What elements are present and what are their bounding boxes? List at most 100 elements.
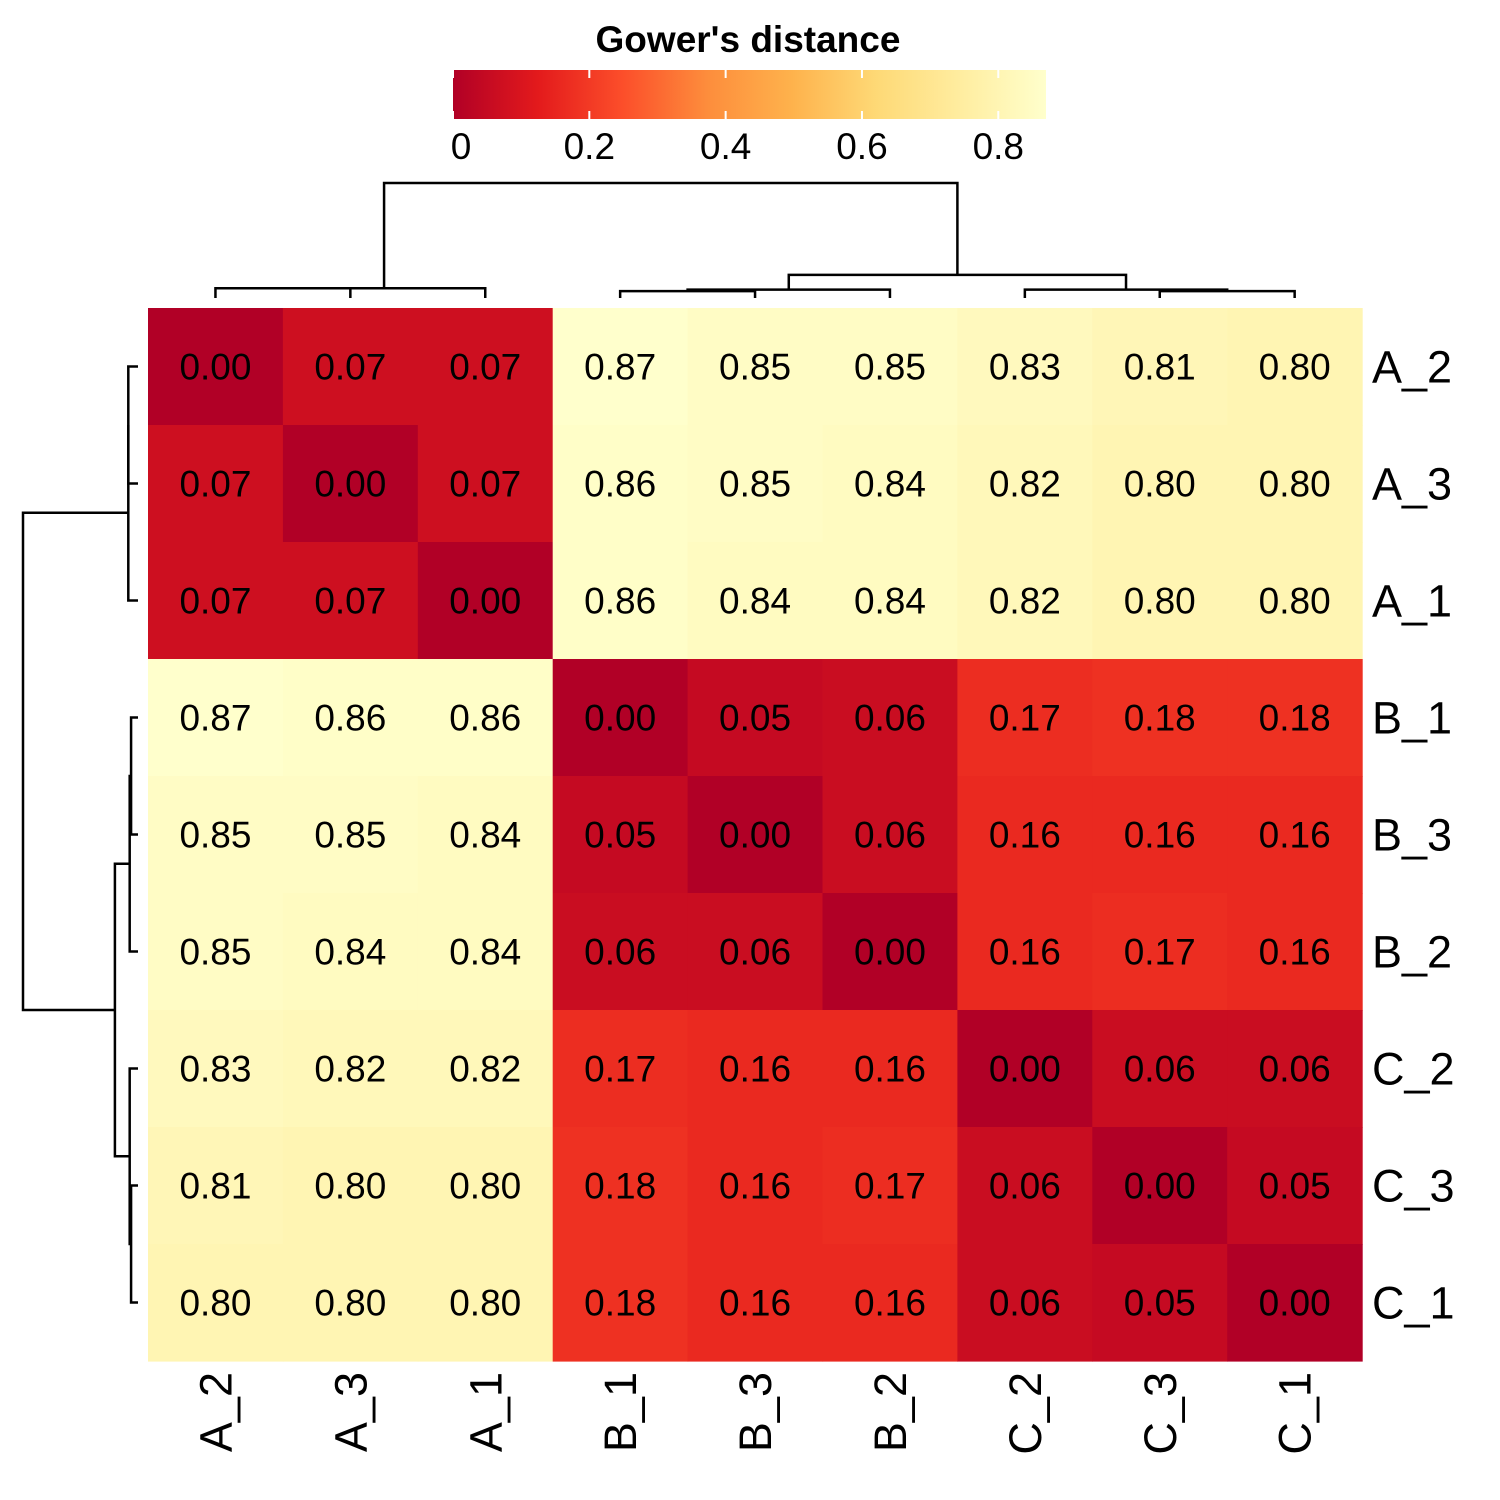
heatmap-cell <box>148 1244 284 1362</box>
heatmap-cell <box>417 1127 554 1245</box>
dendrogram-branch <box>127 425 138 602</box>
cell-value-label: 0.80 <box>449 1283 521 1324</box>
heatmap-cell-labels: 0.00 0.07 0.07 0.87 0.85 0.85 0.83 0.81 0.80 0.07… <box>179 347 1330 1324</box>
cell-value-label: 0.80 <box>1259 464 1331 505</box>
cell-value-label: 0.85 <box>179 815 251 856</box>
legend-tick-label: 0.4 <box>700 126 751 167</box>
cell-value-label: 0.16 <box>719 1049 791 1090</box>
heatmap-cell <box>822 1127 958 1245</box>
cell-value-label: 0.87 <box>584 347 656 388</box>
cell-value-label: 0.84 <box>854 464 926 505</box>
legend-tick-label: 0.2 <box>564 126 615 167</box>
heatmap-cells <box>148 308 1363 1362</box>
cell-value-label: 0.16 <box>854 1283 926 1324</box>
cell-value-label: 0.84 <box>854 581 926 622</box>
cell-value-label: 0.84 <box>449 932 521 973</box>
heatmap-cell <box>822 1244 958 1362</box>
heatmap-cell <box>1092 659 1228 777</box>
heatmap-cell <box>1092 425 1228 543</box>
column-label: A_1 <box>460 1372 511 1452</box>
heatmap-cell <box>417 1244 554 1362</box>
cell-value-label: 0.00 <box>314 464 386 505</box>
heatmap-cell <box>552 425 689 543</box>
heatmap-cell <box>957 542 1093 660</box>
cell-value-label: 0.05 <box>1259 1166 1331 1207</box>
column-label: B_2 <box>865 1372 916 1452</box>
heatmap-cell <box>148 425 284 543</box>
heatmap-cell <box>957 1010 1093 1128</box>
heatmap-cell <box>687 1010 824 1128</box>
heatmap-cell <box>282 776 419 894</box>
heatmap-cell <box>822 893 958 1011</box>
cell-value-label: 0.80 <box>1259 347 1331 388</box>
heatmap-cell <box>552 776 689 894</box>
cell-value-label: 0.16 <box>989 932 1061 973</box>
row-label: B_1 <box>1372 693 1452 744</box>
cell-value-label: 0.82 <box>989 464 1061 505</box>
dendrogram-branch <box>618 289 757 298</box>
cell-value-label: 0.80 <box>314 1166 386 1207</box>
cell-value-label: 0.07 <box>179 464 251 505</box>
cell-value-label: 0.18 <box>1124 698 1196 739</box>
heatmap-cell <box>1092 893 1228 1011</box>
color-legend: Gower's distance 0 0.2 0.4 0.6 0.8 <box>451 19 1046 167</box>
heatmap-cell <box>148 1010 284 1128</box>
cell-value-label: 0.16 <box>719 1283 791 1324</box>
cell-value-label: 0.85 <box>854 347 926 388</box>
dendrogram-branch <box>21 511 129 1012</box>
dendrogram-branch <box>129 716 138 836</box>
cell-value-label: 0.00 <box>584 698 656 739</box>
heatmap-cell <box>1227 893 1363 1011</box>
cell-value-label: 0.86 <box>314 698 386 739</box>
dendrogram-branch <box>128 1067 138 1246</box>
column-label: A_2 <box>190 1372 241 1452</box>
column-label: C_2 <box>1000 1372 1051 1455</box>
heatmap-cell <box>957 776 1093 894</box>
heatmap-cell <box>148 776 284 894</box>
heatmap-cell <box>282 542 419 660</box>
cell-value-label: 0.00 <box>1124 1166 1196 1207</box>
heatmap-cell <box>552 893 689 1011</box>
heatmap-cell <box>282 893 419 1011</box>
cell-value-label: 0.18 <box>584 1166 656 1207</box>
cell-value-label: 0.05 <box>719 698 791 739</box>
cell-value-label: 0.80 <box>1124 464 1196 505</box>
dendrogram-branch <box>113 862 130 1158</box>
heatmap-cell <box>282 308 419 426</box>
row-label: C_1 <box>1372 1278 1455 1329</box>
dendrogram-branch <box>1158 289 1296 298</box>
heatmap-cell <box>822 776 958 894</box>
heatmap-cell <box>1227 542 1363 660</box>
column-label: C_3 <box>1135 1372 1186 1455</box>
row-label: C_3 <box>1372 1161 1455 1212</box>
column-label: B_1 <box>595 1372 646 1452</box>
dendrogram-branch <box>1023 288 1229 298</box>
heatmap-cell <box>417 893 554 1011</box>
cell-value-label: 0.16 <box>989 815 1061 856</box>
cell-value-label: 0.86 <box>584 581 656 622</box>
legend-title: Gower's distance <box>596 19 901 60</box>
heatmap-cell <box>417 425 554 543</box>
row-labels: A_2 A_3 A_1 B_1 B_3 B_2 C_2 C_3 C_1 <box>1372 342 1455 1329</box>
cell-value-label: 0.16 <box>719 1166 791 1207</box>
cell-value-label: 0.83 <box>179 1049 251 1090</box>
cell-value-label: 0.82 <box>989 581 1061 622</box>
heatmap-cell <box>417 1010 554 1128</box>
heatmap-cell <box>1092 776 1228 894</box>
cell-value-label: 0.06 <box>989 1166 1061 1207</box>
heatmap-cell <box>282 1010 419 1128</box>
heatmap-cell <box>1092 1010 1228 1128</box>
cell-value-label: 0.18 <box>584 1283 656 1324</box>
heatmap-cell <box>282 659 419 777</box>
cell-value-label: 0.80 <box>179 1283 251 1324</box>
cell-value-label: 0.85 <box>314 815 386 856</box>
cell-value-label: 0.07 <box>179 581 251 622</box>
cell-value-label: 0.86 <box>449 698 521 739</box>
heatmap-cell <box>552 542 689 660</box>
dendrogram-branch <box>686 288 892 298</box>
row-label: A_3 <box>1372 459 1452 510</box>
heatmap-cell <box>1227 1127 1363 1245</box>
heatmap-cell <box>687 1244 824 1362</box>
cell-value-label: 0.84 <box>314 932 386 973</box>
heatmap-cell <box>687 776 824 894</box>
